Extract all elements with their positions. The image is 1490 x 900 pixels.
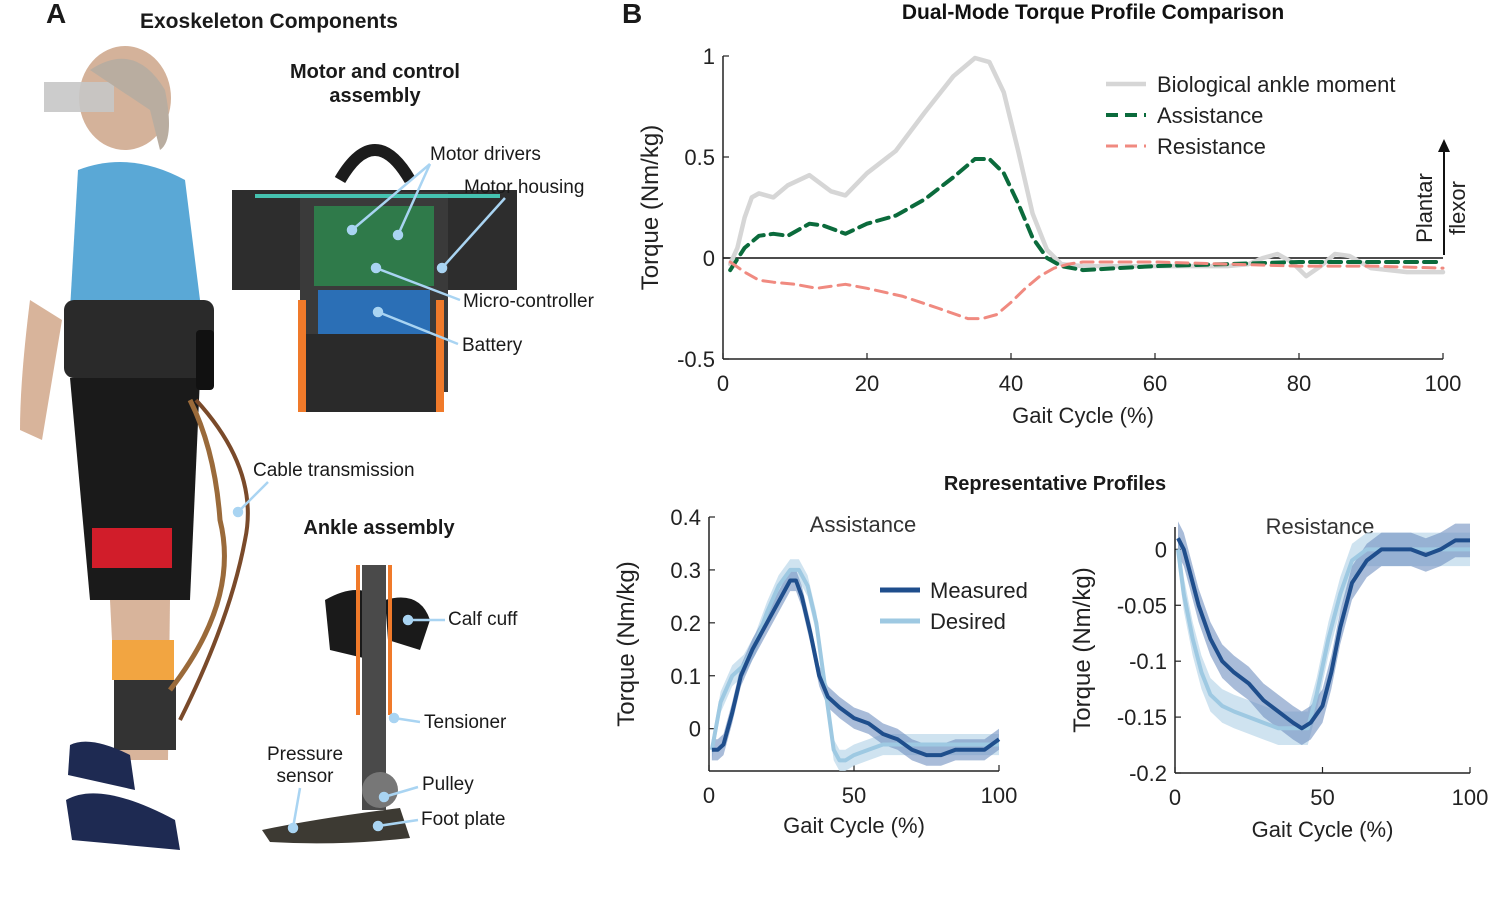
main-chart-title: Dual-Mode Torque Profile Comparison	[902, 1, 1284, 24]
assist-ytick-label: 0.1	[670, 664, 701, 689]
label-foot-plate: Foot plate	[421, 809, 506, 830]
exoskeleton-photo-illustration	[20, 46, 517, 850]
panel-a-title: Exoskeleton Components	[140, 10, 398, 33]
main-series-line	[728, 157, 1445, 273]
main-legend-label: Assistance	[1157, 103, 1263, 128]
main-ytick-label: 0.5	[684, 145, 715, 170]
main-y-axis-label: Torque (Nm/kg)	[637, 125, 664, 290]
resist-ytick-label: -0.15	[1117, 705, 1167, 730]
person-figure	[20, 46, 214, 850]
label-calf-cuff: Calf cuff	[448, 609, 518, 630]
resist-xtick-label: 0	[1169, 785, 1181, 810]
panel-a-letter: A	[46, 0, 67, 29]
label-tensioner: Tensioner	[424, 712, 507, 733]
resist-desired-band	[1178, 532, 1470, 745]
resist-xtick-label: 100	[1452, 785, 1489, 810]
resist-chart-title: Resistance	[1266, 514, 1375, 539]
callout-lines	[232, 163, 506, 834]
label-battery: Battery	[462, 335, 523, 356]
assist-desired-band	[711, 559, 999, 771]
label-pulley: Pulley	[422, 774, 474, 795]
ankle-assembly-title: Ankle assembly	[303, 517, 455, 539]
assist-legend-label: Desired	[930, 609, 1006, 634]
assist-ytick-label: 0.4	[670, 505, 701, 530]
label-motor-drivers: Motor drivers	[430, 144, 541, 165]
assist-x-axis-label: Gait Cycle (%)	[783, 813, 925, 838]
assist-measured-line	[711, 578, 1001, 758]
panel-b-letter: B	[622, 0, 643, 29]
assist-xtick-label: 100	[981, 783, 1018, 808]
ankle-assembly-image	[262, 565, 430, 844]
main-series-line	[727, 55, 1446, 279]
cable-transmission-line	[168, 398, 227, 692]
label-motor-housing: Motor housing	[464, 177, 585, 198]
assist-desired-line	[709, 567, 999, 763]
motor-control-assembly-image	[232, 144, 517, 412]
assist-measured-band	[711, 569, 999, 766]
main-series-line	[728, 260, 1445, 321]
resist-desired-line	[1176, 547, 1470, 731]
plantar-flexor-annotation-line1: Plantar	[1412, 173, 1437, 243]
assist-xtick-label: 0	[703, 783, 715, 808]
representative-profiles-title: Representative Profiles	[943, 473, 1167, 495]
main-xtick-label: 100	[1425, 371, 1462, 396]
main-ytick-label: -0.5	[677, 347, 715, 372]
resist-ytick-label: 0	[1155, 537, 1167, 562]
assist-ytick-label: 0.2	[670, 611, 701, 636]
assist-legend-label: Measured	[930, 578, 1028, 603]
resist-x-axis-label: Gait Cycle (%)	[1252, 817, 1394, 842]
main-xtick-label: 60	[1143, 371, 1167, 396]
main-legend-label: Resistance	[1157, 134, 1266, 159]
main-xtick-label: 0	[717, 371, 729, 396]
plantar-flexor-arrowhead	[1438, 139, 1450, 152]
resist-measured-band	[1178, 521, 1470, 745]
main-x-axis-label: Gait Cycle (%)	[1012, 403, 1154, 428]
main-xtick-label: 20	[855, 371, 879, 396]
label-pressure-sensor: Pressure sensor	[266, 744, 344, 787]
plantar-flexor-annotation-line2: flexor	[1445, 181, 1470, 235]
main-ytick-label: 1	[703, 44, 715, 69]
resist-measured-line	[1176, 537, 1470, 731]
motor-assembly-title: Motor and control assembly	[290, 61, 460, 107]
main-xtick-label: 40	[999, 371, 1023, 396]
assist-ytick-label: 0	[689, 717, 701, 742]
resist-ytick-label: -0.2	[1129, 761, 1167, 786]
main-legend-label: Biological ankle moment	[1157, 72, 1395, 97]
assist-xtick-label: 50	[842, 783, 866, 808]
resist-xtick-label: 50	[1310, 785, 1334, 810]
main-ytick-label: 0	[703, 246, 715, 271]
resist-ytick-label: -0.05	[1117, 593, 1167, 618]
main-xtick-label: 80	[1287, 371, 1311, 396]
resist-ytick-label: -0.1	[1129, 649, 1167, 674]
label-cable-transmission: Cable transmission	[253, 460, 415, 481]
resist-y-axis-label: Torque (Nm/kg)	[1069, 567, 1096, 732]
assist-chart-title: Assistance	[810, 512, 916, 537]
label-micro-controller: Micro-controller	[463, 291, 594, 312]
assist-ytick-label: 0.3	[670, 558, 701, 583]
